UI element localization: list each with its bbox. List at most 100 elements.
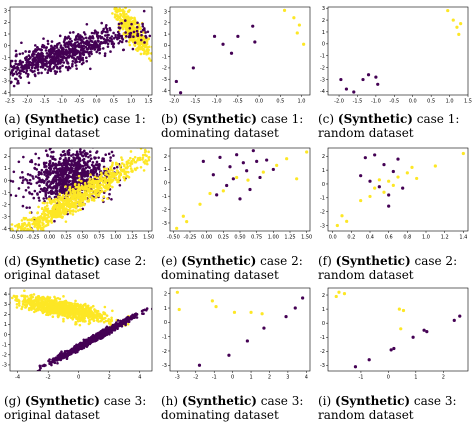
data-point (76, 304, 79, 307)
data-point (64, 220, 68, 223)
data-point (46, 153, 49, 157)
data-point (89, 313, 93, 317)
data-point (459, 22, 463, 26)
data-point (83, 152, 87, 156)
data-point (123, 23, 127, 27)
y-tick-label: -1 (162, 54, 167, 60)
data-point (90, 198, 94, 202)
data-point (65, 312, 69, 315)
data-point (38, 301, 42, 304)
data-point (30, 69, 33, 72)
data-point (28, 56, 32, 60)
y-tick-label: 0 (164, 181, 167, 187)
y-tick-label: -3 (2, 79, 7, 85)
data-point (50, 221, 54, 224)
data-point (64, 193, 68, 196)
data-point (10, 301, 11, 304)
data-point (116, 15, 120, 19)
data-point (62, 319, 65, 323)
data-point (92, 181, 96, 184)
data-point (112, 154, 115, 157)
x-tick-label: 1.5 (464, 99, 472, 105)
data-point (54, 201, 57, 204)
data-point (23, 217, 26, 221)
data-point (55, 170, 58, 173)
data-point (75, 161, 79, 164)
data-point (265, 158, 269, 162)
data-point (433, 164, 437, 168)
y-tick-label: -3 (320, 77, 325, 83)
data-point (44, 194, 48, 198)
data-point (41, 223, 45, 227)
data-point (15, 241, 18, 244)
data-point (34, 152, 37, 156)
data-point (59, 58, 63, 62)
data-point (59, 157, 62, 160)
data-point (131, 170, 134, 173)
data-point (215, 193, 219, 197)
data-point (33, 59, 37, 63)
data-point (71, 160, 75, 163)
data-point (10, 64, 13, 68)
data-point (32, 196, 36, 200)
data-point (138, 158, 141, 161)
data-point (79, 196, 83, 200)
plot-frame (169, 6, 311, 96)
data-point (23, 303, 27, 307)
data-point (31, 306, 35, 309)
data-point (50, 305, 53, 308)
data-point (275, 163, 279, 167)
data-point (70, 200, 74, 204)
data-point (64, 303, 68, 306)
data-point (91, 40, 94, 43)
points-group (335, 151, 465, 228)
data-point (282, 8, 287, 12)
data-point (93, 315, 97, 318)
data-point (156, 163, 159, 166)
data-point (51, 181, 55, 185)
data-point (79, 41, 83, 45)
data-point (65, 159, 68, 162)
data-point (40, 212, 44, 216)
data-point (28, 230, 31, 231)
data-point (122, 168, 126, 172)
data-point (73, 201, 77, 204)
data-point (16, 228, 19, 231)
data-point (373, 186, 377, 190)
data-point (118, 173, 122, 177)
data-point (53, 57, 57, 61)
data-point (120, 36, 124, 40)
data-point (185, 220, 189, 224)
data-point (3, 73, 6, 76)
data-point (73, 192, 76, 196)
data-point (110, 1, 113, 4)
data-point (110, 197, 113, 201)
data-point (78, 159, 81, 162)
data-point (140, 41, 144, 44)
data-point (117, 1, 120, 4)
data-point (54, 178, 58, 182)
data-point (45, 220, 48, 223)
data-point (218, 155, 222, 159)
data-point (14, 194, 18, 198)
data-point (6, 233, 9, 236)
data-point (158, 66, 161, 69)
data-point (113, 166, 116, 170)
data-point (51, 315, 55, 319)
data-point (78, 163, 81, 167)
data-point (84, 196, 87, 199)
data-point (50, 165, 54, 168)
data-point (65, 37, 69, 40)
data-point (145, 40, 148, 44)
data-point (159, 161, 162, 164)
data-point (84, 319, 87, 323)
data-point (82, 31, 86, 34)
data-point (100, 21, 103, 25)
data-point (66, 62, 70, 65)
data-point (88, 315, 91, 319)
data-point (88, 54, 91, 58)
data-point (118, 8, 122, 12)
data-point (71, 210, 75, 213)
